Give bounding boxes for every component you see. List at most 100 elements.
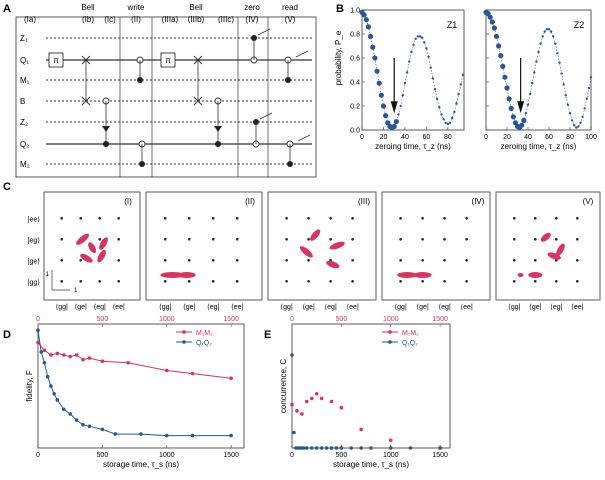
y-tick-label: 0.8 — [350, 32, 360, 39]
data-point — [408, 446, 413, 450]
data-point — [68, 354, 72, 359]
data-point — [369, 446, 373, 450]
x-axis-label: storage time, τ_s (ns) — [103, 460, 179, 469]
matrix-dot — [421, 238, 424, 241]
data-point — [560, 72, 563, 75]
stage-header-bottom: (IIIb) — [188, 15, 205, 24]
y-tick-label: 0.6 — [350, 56, 360, 63]
panel-d: 0 0 500 500 1000 1000 1500 1500 storage time, τ_… — [25, 316, 245, 469]
data-point — [376, 80, 382, 86]
column-label: ⟨ge| — [183, 303, 196, 311]
legend-marker — [388, 340, 392, 344]
matrix-dot — [285, 280, 288, 283]
column-label: ⟨ge| — [75, 303, 88, 311]
data-point — [435, 97, 439, 101]
data-point — [531, 82, 534, 85]
fit-curve — [37, 342, 232, 379]
data-point — [453, 110, 456, 114]
data-point — [45, 374, 50, 379]
data-point — [519, 122, 525, 128]
data-point — [448, 121, 452, 125]
circuit-frame — [15, 16, 317, 178]
matrix-dot — [443, 280, 446, 283]
data-point — [589, 76, 593, 79]
x-tick-label: 60 — [423, 134, 431, 141]
x-tick-label: 100 — [585, 134, 597, 141]
data-point — [349, 446, 354, 450]
x-tick-label: 1000 — [159, 452, 175, 459]
data-point — [42, 360, 47, 365]
matrix-dot — [329, 238, 332, 241]
data-point — [139, 432, 143, 436]
data-point — [100, 427, 105, 432]
data-point — [399, 104, 402, 108]
x-tick-label: 80 — [566, 134, 574, 141]
matrix-dot — [211, 280, 215, 283]
matrix-element — [310, 229, 321, 241]
top-x-tick-label: 1000 — [159, 316, 175, 323]
column-label: ⟨ee| — [571, 303, 584, 311]
density-matrix-label: (II) — [245, 197, 255, 206]
matrix-dot — [307, 238, 310, 241]
data-point — [290, 353, 294, 357]
x-tick-label: 0 — [484, 134, 488, 141]
data-point — [383, 113, 389, 119]
y-axis-label: concurrence, C — [279, 359, 288, 413]
x-tick-label: 40 — [401, 134, 409, 141]
row-label: |gg⟩ — [28, 278, 41, 286]
stage-label: (Ic) — [104, 15, 116, 24]
matrix-dot — [576, 238, 579, 241]
data-point — [339, 405, 344, 410]
data-point — [36, 328, 40, 333]
data-point — [521, 117, 527, 123]
matrix-dot — [399, 217, 402, 220]
matrix-dot — [351, 280, 354, 283]
data-point — [587, 86, 591, 90]
data-point — [433, 88, 437, 91]
matrix-dot — [307, 280, 310, 283]
density-matrix-frame — [381, 191, 491, 301]
data-point — [397, 113, 400, 116]
column-label: ⟨gg| — [56, 303, 69, 311]
data-point — [359, 427, 363, 432]
column-label: ⟨ge| — [529, 303, 542, 311]
data-point — [372, 55, 378, 61]
panel-b-ylabel: probability, P_e — [334, 30, 343, 85]
data-point — [290, 402, 294, 407]
data-point — [556, 52, 559, 55]
matrix-dot — [329, 217, 332, 220]
data-point — [388, 446, 393, 450]
data-point — [61, 353, 66, 357]
zero-point-arrowhead — [390, 101, 398, 114]
data-point — [489, 19, 495, 25]
data-point — [61, 407, 66, 412]
matrix-dot — [329, 280, 332, 283]
data-point — [537, 50, 540, 54]
data-point — [562, 83, 565, 86]
column-label: ⟨gg| — [508, 303, 521, 311]
column-label: ⟨ge| — [302, 303, 315, 311]
matrix-dot — [60, 280, 63, 283]
data-point — [493, 33, 500, 40]
x-tick-label: 20 — [380, 134, 388, 141]
matrix-dot — [117, 217, 120, 220]
data-point — [408, 60, 411, 63]
matrix-element — [99, 237, 108, 250]
data-point — [431, 77, 435, 80]
matrix-dot — [307, 259, 310, 262]
data-point — [292, 430, 296, 435]
data-point — [533, 71, 536, 74]
matrix-dot — [465, 217, 468, 220]
matrix-element — [556, 243, 565, 257]
row-label: Q₁ — [20, 56, 29, 65]
matrix-dot — [351, 259, 354, 262]
data-point — [459, 83, 462, 86]
x-tick-label: 1500 — [223, 452, 239, 459]
zero-point-arrowhead — [517, 101, 525, 114]
data-point — [295, 409, 299, 413]
matrix-dot — [285, 217, 288, 220]
matrix-dot — [187, 238, 191, 241]
top-x-tick-label: 0 — [290, 316, 294, 323]
column-label: ⟨eg| — [94, 303, 107, 311]
